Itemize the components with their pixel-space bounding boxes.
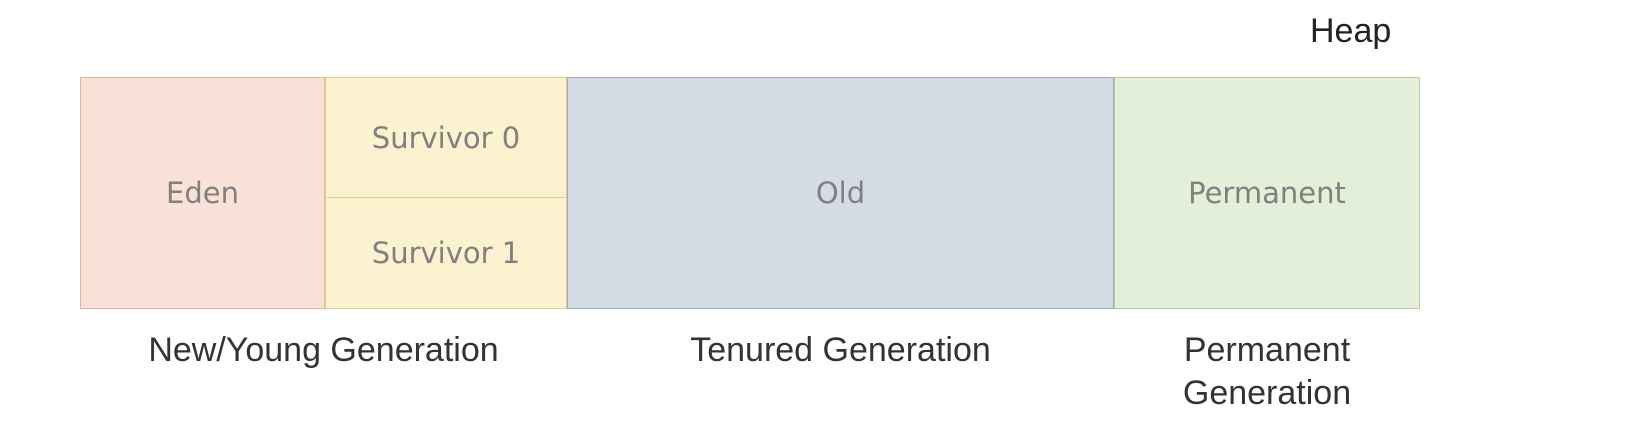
permanent-label: Permanent — [1188, 176, 1346, 210]
survivor-1-label: Survivor 1 — [371, 236, 521, 270]
survivor-1-region: Survivor 1 — [325, 197, 567, 309]
survivor-0-region: Survivor 0 — [325, 77, 567, 198]
tenured-generation-label: Tenured Generation — [690, 331, 991, 369]
eden-region: Eden — [80, 77, 325, 309]
old-label: Old — [815, 176, 866, 210]
old-region: Old — [567, 77, 1114, 309]
eden-label: Eden — [166, 176, 239, 210]
survivor-0-label: Survivor 0 — [371, 120, 521, 155]
permanent-generation-label: Permanent Generation — [1182, 331, 1352, 413]
young-generation-label: New/Young Generation — [148, 331, 499, 369]
permanent-region: Permanent — [1114, 77, 1420, 309]
heap-title: Heap — [1310, 12, 1392, 50]
